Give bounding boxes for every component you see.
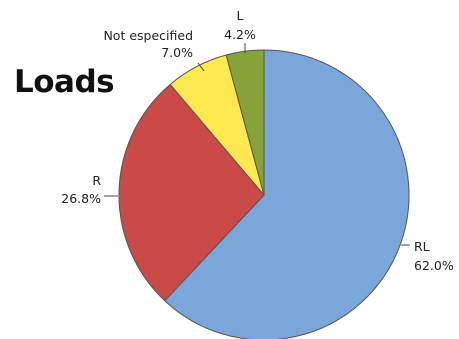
slice-label: Not especified: [103, 28, 193, 43]
slice-percent-label: 7.0%: [161, 45, 193, 60]
label-leader-line: [197, 62, 205, 72]
pie-slice-rl: [164, 49, 410, 339]
slice-percent-label: 62.0%: [414, 258, 454, 273]
slice-label: L: [237, 8, 244, 23]
slice-percent-label: 4.2%: [224, 27, 256, 42]
chart-title: Loads: [14, 64, 115, 100]
slice-label: R: [92, 173, 101, 188]
slice-percent-label: 26.8%: [61, 191, 101, 206]
slice-label: RL: [414, 239, 430, 254]
pie-slice-r: [118, 83, 265, 302]
